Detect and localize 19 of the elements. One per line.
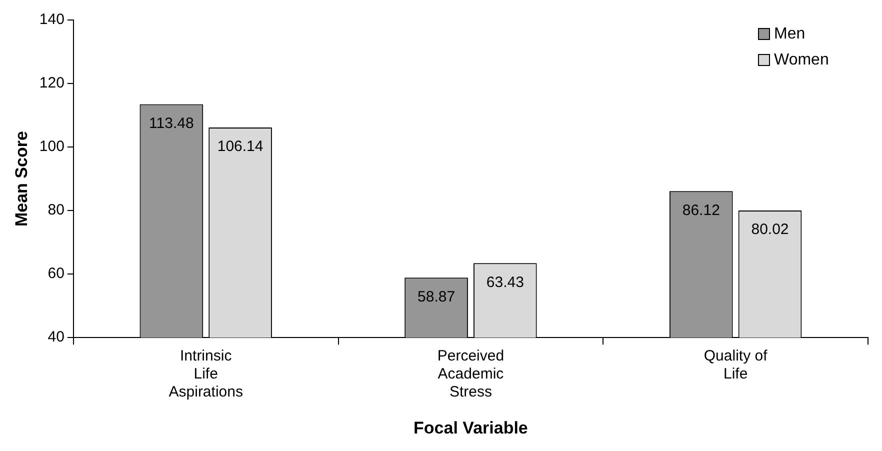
x-tick-label: Quality of Life bbox=[704, 348, 768, 383]
x-axis-title: Focal Variable bbox=[414, 418, 528, 438]
data-label: 113.48 bbox=[149, 114, 194, 132]
data-label: 86.12 bbox=[682, 202, 720, 219]
legend-label: Men bbox=[774, 25, 806, 42]
y-axis-title: Mean Score bbox=[12, 131, 31, 227]
data-label: 58.87 bbox=[418, 288, 456, 306]
x-tick-label: Intrinsic Life Aspirations bbox=[168, 348, 243, 401]
x-tick-label: Perceived Academic Stress bbox=[437, 348, 504, 401]
y-tick-label: 140 bbox=[39, 11, 64, 28]
data-label: 106.14 bbox=[217, 138, 264, 156]
y-tick-label: 80 bbox=[48, 202, 64, 219]
y-tick-label: 60 bbox=[48, 265, 64, 282]
y-tick-label: 120 bbox=[39, 74, 64, 92]
legend-label: Women bbox=[774, 51, 829, 68]
data-label: 63.43 bbox=[486, 274, 524, 291]
y-tick-label: 40 bbox=[48, 328, 64, 346]
y-tick-label: 100 bbox=[39, 138, 64, 156]
data-label: 80.02 bbox=[751, 221, 789, 238]
